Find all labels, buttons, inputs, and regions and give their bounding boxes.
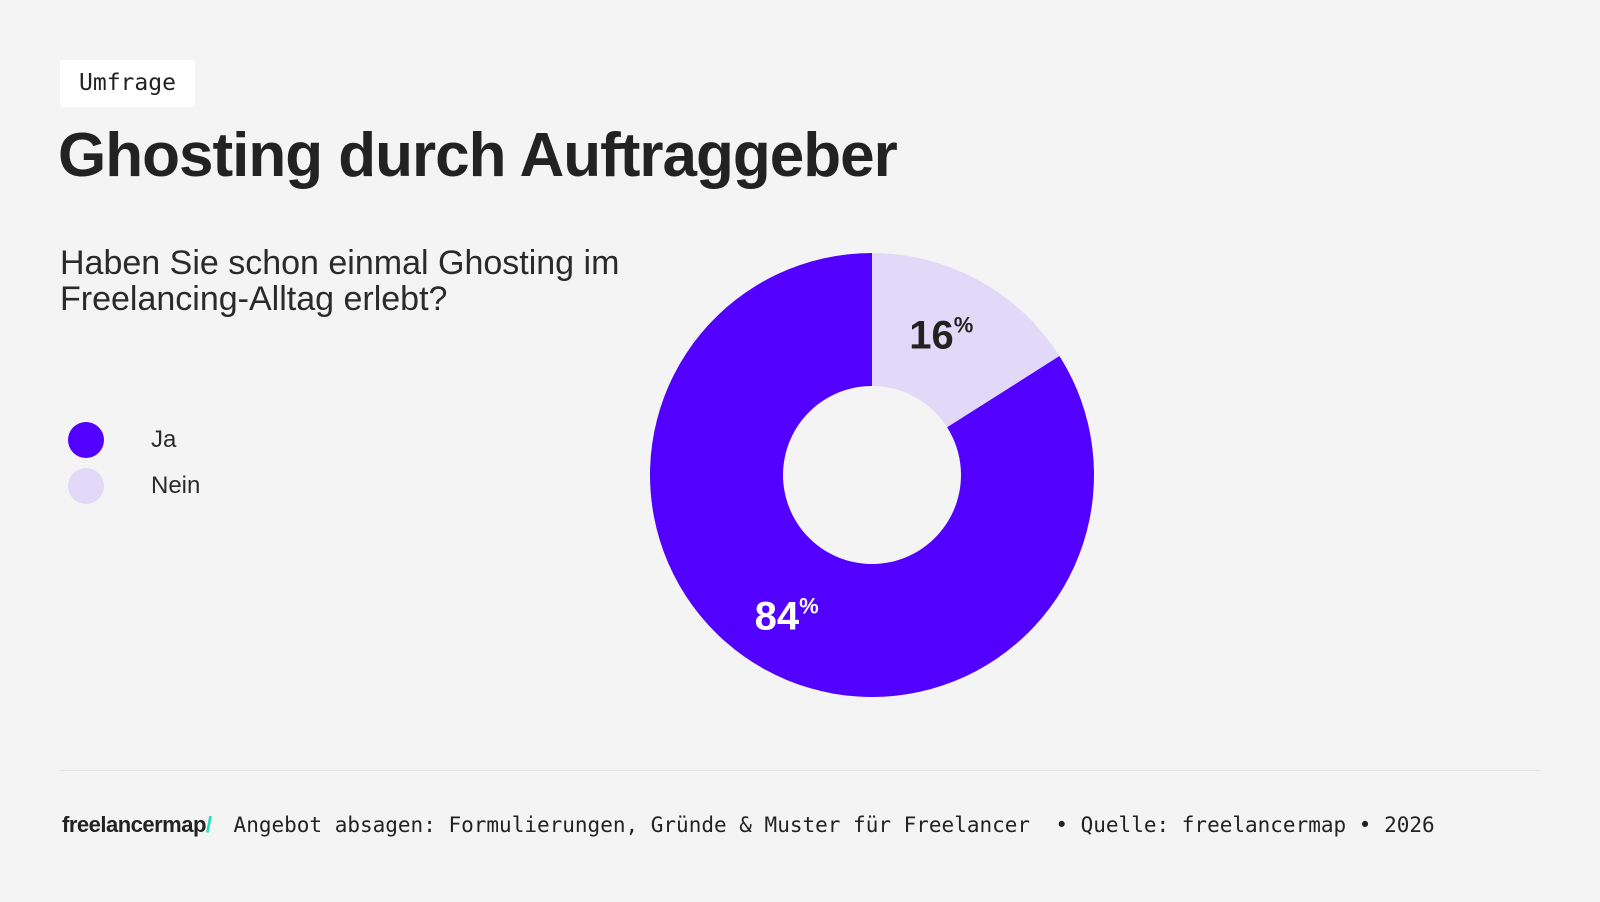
footer: freelancermap/ Angebot absagen: Formulie… bbox=[62, 812, 1435, 838]
legend-swatch bbox=[68, 422, 104, 458]
slice-ja bbox=[650, 253, 1094, 697]
page-title: Ghosting durch Auftraggeber bbox=[58, 121, 898, 190]
legend-label: Nein bbox=[151, 472, 201, 499]
chart-question: Haben Sie schon einmal Ghosting im Freel… bbox=[60, 244, 620, 318]
legend-label: Ja bbox=[151, 426, 177, 453]
chart-legend: Ja Nein bbox=[68, 417, 200, 509]
footer-source: Angebot absagen: Formulierungen, Gründe … bbox=[233, 813, 1435, 837]
legend-item-ja: Ja bbox=[68, 417, 200, 463]
category-tag: Umfrage bbox=[60, 60, 195, 107]
legend-item-nein: Nein bbox=[68, 463, 200, 509]
legend-swatch bbox=[68, 468, 104, 504]
freelancermap-logo: freelancermap/ bbox=[62, 812, 212, 837]
divider bbox=[60, 770, 1540, 771]
slice-nein bbox=[872, 253, 1060, 428]
